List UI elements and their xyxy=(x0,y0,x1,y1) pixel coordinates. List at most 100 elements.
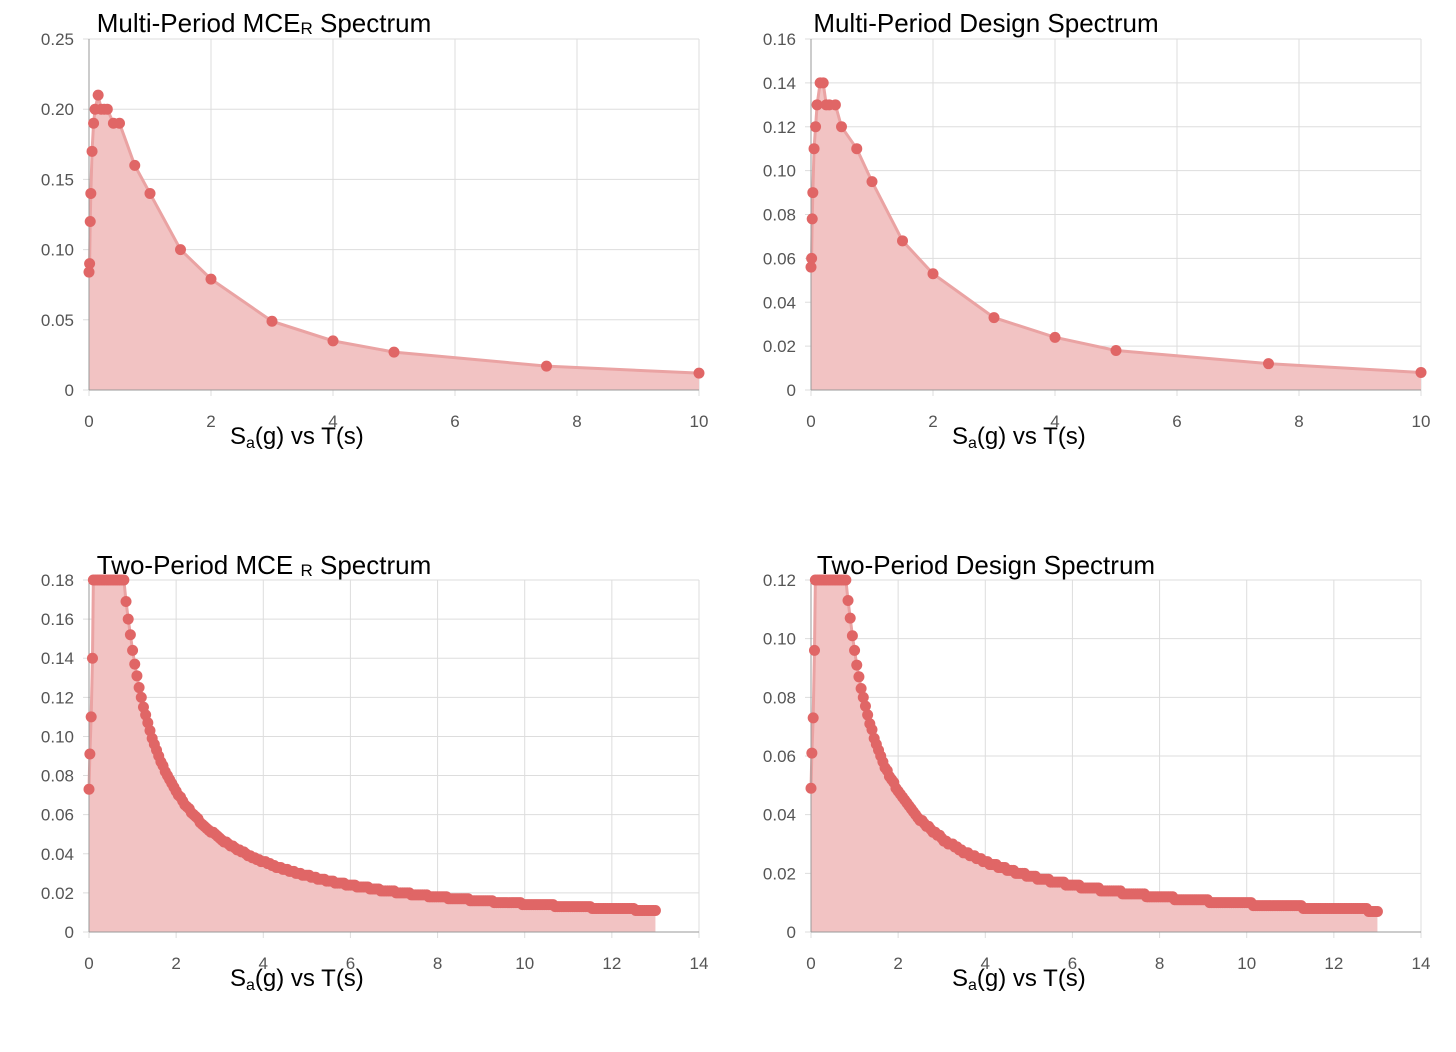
data-point xyxy=(808,143,820,155)
y-tick-label: 0.10 xyxy=(763,162,796,181)
y-tick-label: 0.16 xyxy=(763,30,796,49)
data-point xyxy=(842,595,854,607)
y-tick-label: 0.12 xyxy=(763,118,796,137)
data-points xyxy=(83,89,705,379)
data-point xyxy=(86,652,98,664)
x-tick-label: 0 xyxy=(84,954,93,973)
x-tick-label: 10 xyxy=(690,412,709,431)
plot-area: 0 2 4 6 8 10 12 14 0 0.02 0.04 0.06 0.08 0.10 0.12 xyxy=(763,571,1431,973)
data-point xyxy=(810,121,822,133)
x-tick-label: 8 xyxy=(1294,412,1303,431)
data-point xyxy=(118,574,130,586)
data-point xyxy=(131,670,143,682)
y-tick-label: 0 xyxy=(787,381,796,400)
y-tick-label: 0.14 xyxy=(41,649,74,668)
x-tick-label: 0 xyxy=(84,412,93,431)
y-tick-label: 0.05 xyxy=(41,311,74,330)
y-tick-label: 0 xyxy=(787,923,796,942)
y-tick-label: 0.12 xyxy=(41,688,74,707)
data-point xyxy=(805,261,817,273)
y-tick-label: 0.16 xyxy=(41,610,74,629)
data-point xyxy=(807,187,819,199)
y-tick-label: 0.08 xyxy=(41,767,74,786)
data-point xyxy=(649,904,661,916)
data-points xyxy=(83,574,661,916)
data-point xyxy=(88,117,100,129)
plot-area: 0 2 4 6 8 10 12 14 0 0.02 0.04 0.06 0.08 0.10 0.12 0.14… xyxy=(41,571,709,973)
data-point xyxy=(806,747,818,759)
x-tick-label: 2 xyxy=(171,954,180,973)
data-point xyxy=(805,782,817,794)
y-tick-label: 0.10 xyxy=(41,727,74,746)
series-line xyxy=(87,94,700,375)
data-point xyxy=(811,99,823,111)
x-tick-label: 4 xyxy=(328,412,337,431)
x-tick-label: 2 xyxy=(928,412,937,431)
data-point xyxy=(817,77,829,89)
y-tick-label: 0.25 xyxy=(41,30,74,49)
y-tick-label: 0 xyxy=(65,381,74,400)
data-point xyxy=(806,213,818,225)
data-point xyxy=(84,748,96,760)
data-point xyxy=(851,143,863,155)
x-tick-label: 10 xyxy=(1237,954,1256,973)
y-tick-label: 0.04 xyxy=(41,845,74,864)
chart-multi-period-mcer: Multi-Period MCER Spectrum 0 2 4 6 8 10 0 0.05 0… xyxy=(0,0,728,510)
y-tick-label: 0.10 xyxy=(41,241,74,260)
data-point xyxy=(855,683,867,695)
data-point xyxy=(84,258,96,270)
data-point xyxy=(844,612,856,624)
data-point xyxy=(85,187,97,199)
data-point xyxy=(836,121,847,133)
data-points xyxy=(805,77,1427,378)
data-point xyxy=(144,187,156,199)
data-point xyxy=(129,658,141,670)
y-tick-label: 0.18 xyxy=(41,571,74,590)
data-point xyxy=(83,783,95,795)
data-point xyxy=(988,312,1000,324)
x-tick-label: 6 xyxy=(1172,412,1181,431)
x-tick-label: 4 xyxy=(981,954,990,973)
data-point xyxy=(114,117,125,129)
data-point xyxy=(129,159,141,171)
plot-area: 0 2 4 6 8 10 0 0.05 0.10 0.15 0.20 0.25 xyxy=(41,30,709,431)
data-point xyxy=(84,216,96,228)
data-point xyxy=(846,630,858,642)
data-point xyxy=(829,99,841,111)
x-tick-label: 10 xyxy=(515,954,534,973)
data-points xyxy=(805,574,1383,917)
data-point xyxy=(853,671,865,683)
data-point xyxy=(897,235,908,247)
x-axis-caption: Sa(g) vs T(s) xyxy=(952,965,1086,994)
data-point xyxy=(849,644,861,656)
data-point xyxy=(851,659,863,671)
data-point xyxy=(266,315,278,327)
y-tick-label: 0.06 xyxy=(41,806,74,825)
x-tick-label: 6 xyxy=(346,954,355,973)
y-tick-label: 0.15 xyxy=(41,170,74,189)
data-point xyxy=(541,360,552,372)
data-point xyxy=(92,89,104,101)
x-tick-label: 6 xyxy=(1068,954,1077,973)
x-tick-label: 4 xyxy=(1050,412,1059,431)
chart-title: Two-Period Design Spectrum xyxy=(816,550,1156,580)
x-tick-label: 12 xyxy=(1324,954,1343,973)
chart-title: Multi-Period MCER Spectrum xyxy=(96,8,432,38)
data-point xyxy=(807,712,819,724)
y-tick-label: 0.08 xyxy=(763,688,796,707)
x-tick-label: 0 xyxy=(806,954,815,973)
data-point xyxy=(127,644,139,656)
data-point xyxy=(135,691,147,703)
data-point xyxy=(83,266,95,278)
y-tick-label: 0.20 xyxy=(41,100,74,119)
x-tick-label: 8 xyxy=(572,412,581,431)
area-fill xyxy=(89,580,656,932)
x-tick-label: 10 xyxy=(1412,412,1431,431)
y-tick-label: 0.14 xyxy=(763,74,796,93)
data-point xyxy=(1049,331,1061,343)
x-tick-label: 8 xyxy=(433,954,442,973)
data-point xyxy=(857,691,869,703)
area-fill xyxy=(811,82,1421,390)
chart-multi-period-design: Multi-Period Design Spectrum 0 2 4 6 8 10 0 0.0… xyxy=(722,0,1450,510)
data-point xyxy=(85,711,97,723)
